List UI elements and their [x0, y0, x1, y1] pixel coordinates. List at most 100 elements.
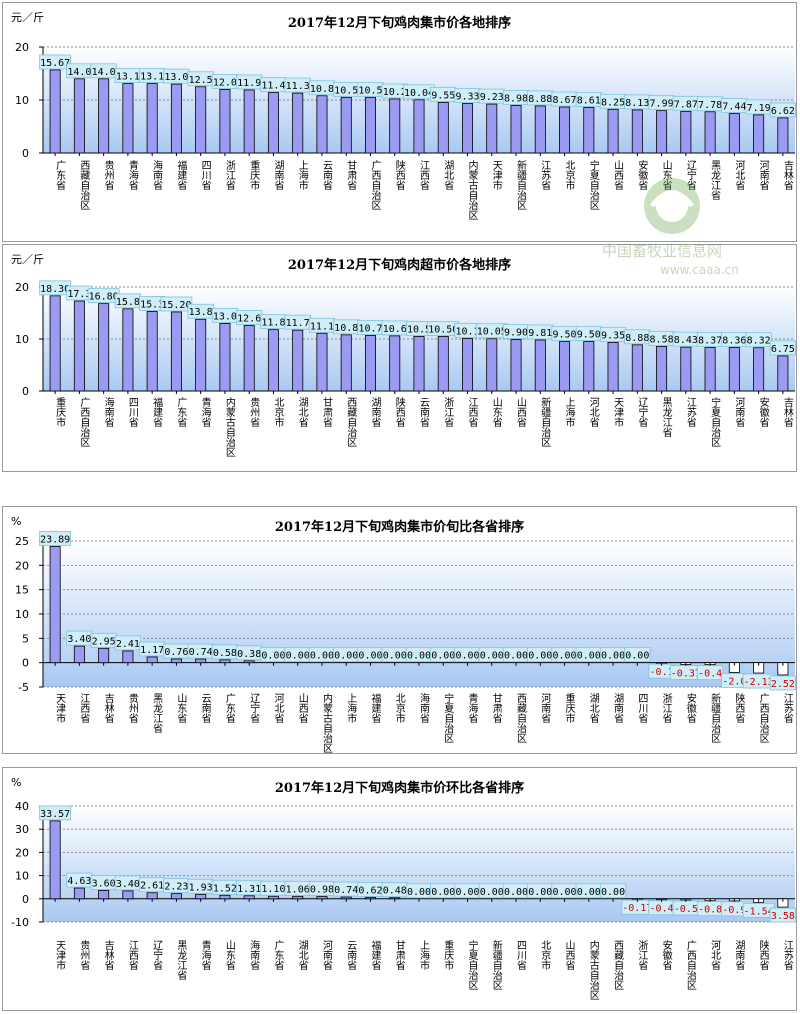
bar	[146, 311, 158, 392]
x-category-label: 山西省	[563, 940, 575, 971]
data-label: 0.00	[310, 651, 334, 662]
data-label: 11.8	[261, 318, 285, 329]
bar	[607, 108, 619, 154]
x-category-label: 安徽省	[660, 939, 672, 971]
data-label: 0.00	[528, 887, 552, 898]
y-axis-unit: %	[11, 776, 21, 789]
data-label: 6.75	[771, 344, 795, 355]
data-label: 10.5	[407, 324, 431, 335]
data-label: 10.2	[383, 87, 407, 98]
bar	[122, 650, 134, 664]
x-category-label: 河南省	[320, 940, 332, 971]
bar	[243, 325, 255, 392]
bar	[195, 86, 207, 154]
x-category-label: 山西省	[612, 160, 624, 191]
x-category-label: 山西省	[515, 397, 527, 428]
bar	[510, 339, 522, 392]
data-label: 11.3	[286, 81, 310, 92]
data-label: 8.37	[698, 335, 722, 346]
data-label: 13.8	[189, 307, 213, 318]
data-label-box	[39, 531, 72, 546]
x-category-label: 宁夏自治区	[442, 692, 454, 743]
y-tick-label: 20	[15, 281, 29, 294]
bar	[170, 83, 182, 154]
bar	[753, 347, 765, 392]
data-label: -0.17	[622, 903, 652, 914]
data-label: 13.0	[164, 72, 188, 83]
bar	[534, 339, 546, 392]
x-category-label: 福建省	[369, 692, 381, 724]
bar	[486, 338, 498, 392]
data-label: 12.6	[237, 313, 261, 324]
x-category-label: 黑龙江省	[660, 397, 672, 438]
data-label: 18.30	[40, 284, 70, 295]
x-category-label: 上海市	[345, 693, 357, 724]
x-category-label: 湖北省	[442, 160, 454, 191]
data-label: 10.1	[455, 326, 479, 337]
bar	[267, 895, 279, 900]
x-category-label: 上海市	[563, 397, 575, 428]
x-category-label: 江西省	[126, 940, 138, 971]
data-label: 0.00	[358, 651, 382, 662]
x-category-label: 甘肃省	[345, 159, 357, 191]
x-category-label: 新疆自治区	[515, 159, 527, 210]
bar	[73, 645, 85, 664]
chart-supermarket-price: 2017年12月下旬鸡肉超市价各地排序 元／斤 0 10 20 18.30 重庆市 17.3 广…	[11, 253, 796, 457]
data-label: 0.00	[261, 651, 285, 662]
x-category-label: 广东省	[175, 397, 187, 428]
bar	[316, 332, 328, 392]
x-category-label: 福建省	[151, 396, 163, 428]
bar	[753, 114, 765, 154]
bar	[559, 106, 571, 154]
x-category-label: 湖北省	[296, 397, 308, 428]
bar	[170, 893, 182, 900]
data-label: 7.87	[674, 99, 698, 110]
x-category-label: 河北省	[587, 397, 599, 428]
data-label: 8.67	[553, 95, 577, 106]
x-category-label: 安徽省	[757, 396, 769, 428]
bar	[146, 656, 158, 664]
data-label: 13.1	[116, 72, 140, 83]
y-tick-label: 0	[22, 657, 29, 670]
data-label: 0.62	[358, 885, 382, 896]
x-category-label: 陕西省	[393, 396, 405, 428]
data-label: 0.00	[480, 651, 504, 662]
x-category-label: 上海市	[296, 160, 308, 191]
bar	[777, 117, 789, 154]
y-tick-label: 25	[15, 535, 29, 548]
x-category-label: 辽宁省	[636, 397, 648, 428]
data-label: 33.57	[40, 809, 70, 820]
x-category-label: 吉林省	[781, 160, 793, 191]
data-label-box	[769, 340, 796, 356]
bar	[292, 895, 304, 900]
data-label-box	[624, 647, 651, 663]
x-category-label: 云南省	[199, 693, 211, 724]
x-category-label: 河南省	[757, 160, 769, 191]
bar	[364, 96, 376, 154]
x-category-label: 北京市	[393, 693, 405, 724]
data-label: 1.93	[189, 882, 213, 893]
bar	[462, 338, 474, 392]
x-category-label: 山东省	[490, 397, 502, 428]
bar	[122, 890, 134, 900]
data-label: 1.10	[261, 884, 285, 895]
chart-market-price: 2017年12月下旬鸡肉集市价各地排序 元／斤 0 10 20 15.67 广东省 14.0 西…	[11, 11, 796, 220]
bar	[704, 347, 716, 392]
data-label: 0.00	[480, 887, 504, 898]
bar	[656, 110, 668, 154]
x-category-label: 广东省	[54, 160, 66, 191]
x-category-label: 湖南省	[272, 160, 284, 191]
y-tick-label: 5	[22, 632, 29, 645]
x-category-label: 云南省	[320, 160, 332, 191]
data-label: 3.58	[771, 911, 795, 922]
bar	[583, 341, 595, 392]
data-label: 8.13	[625, 98, 649, 109]
x-category-label: 贵州省	[248, 396, 260, 428]
x-category-label: 辽宁省	[248, 693, 260, 724]
x-category-label: 甘肃省	[393, 939, 405, 971]
x-category-label: 海南省	[102, 396, 114, 428]
data-label: 10.04	[404, 88, 434, 99]
x-category-label: 青海省	[199, 396, 211, 428]
x-category-label: 天津市	[54, 693, 66, 724]
bar	[219, 894, 231, 900]
